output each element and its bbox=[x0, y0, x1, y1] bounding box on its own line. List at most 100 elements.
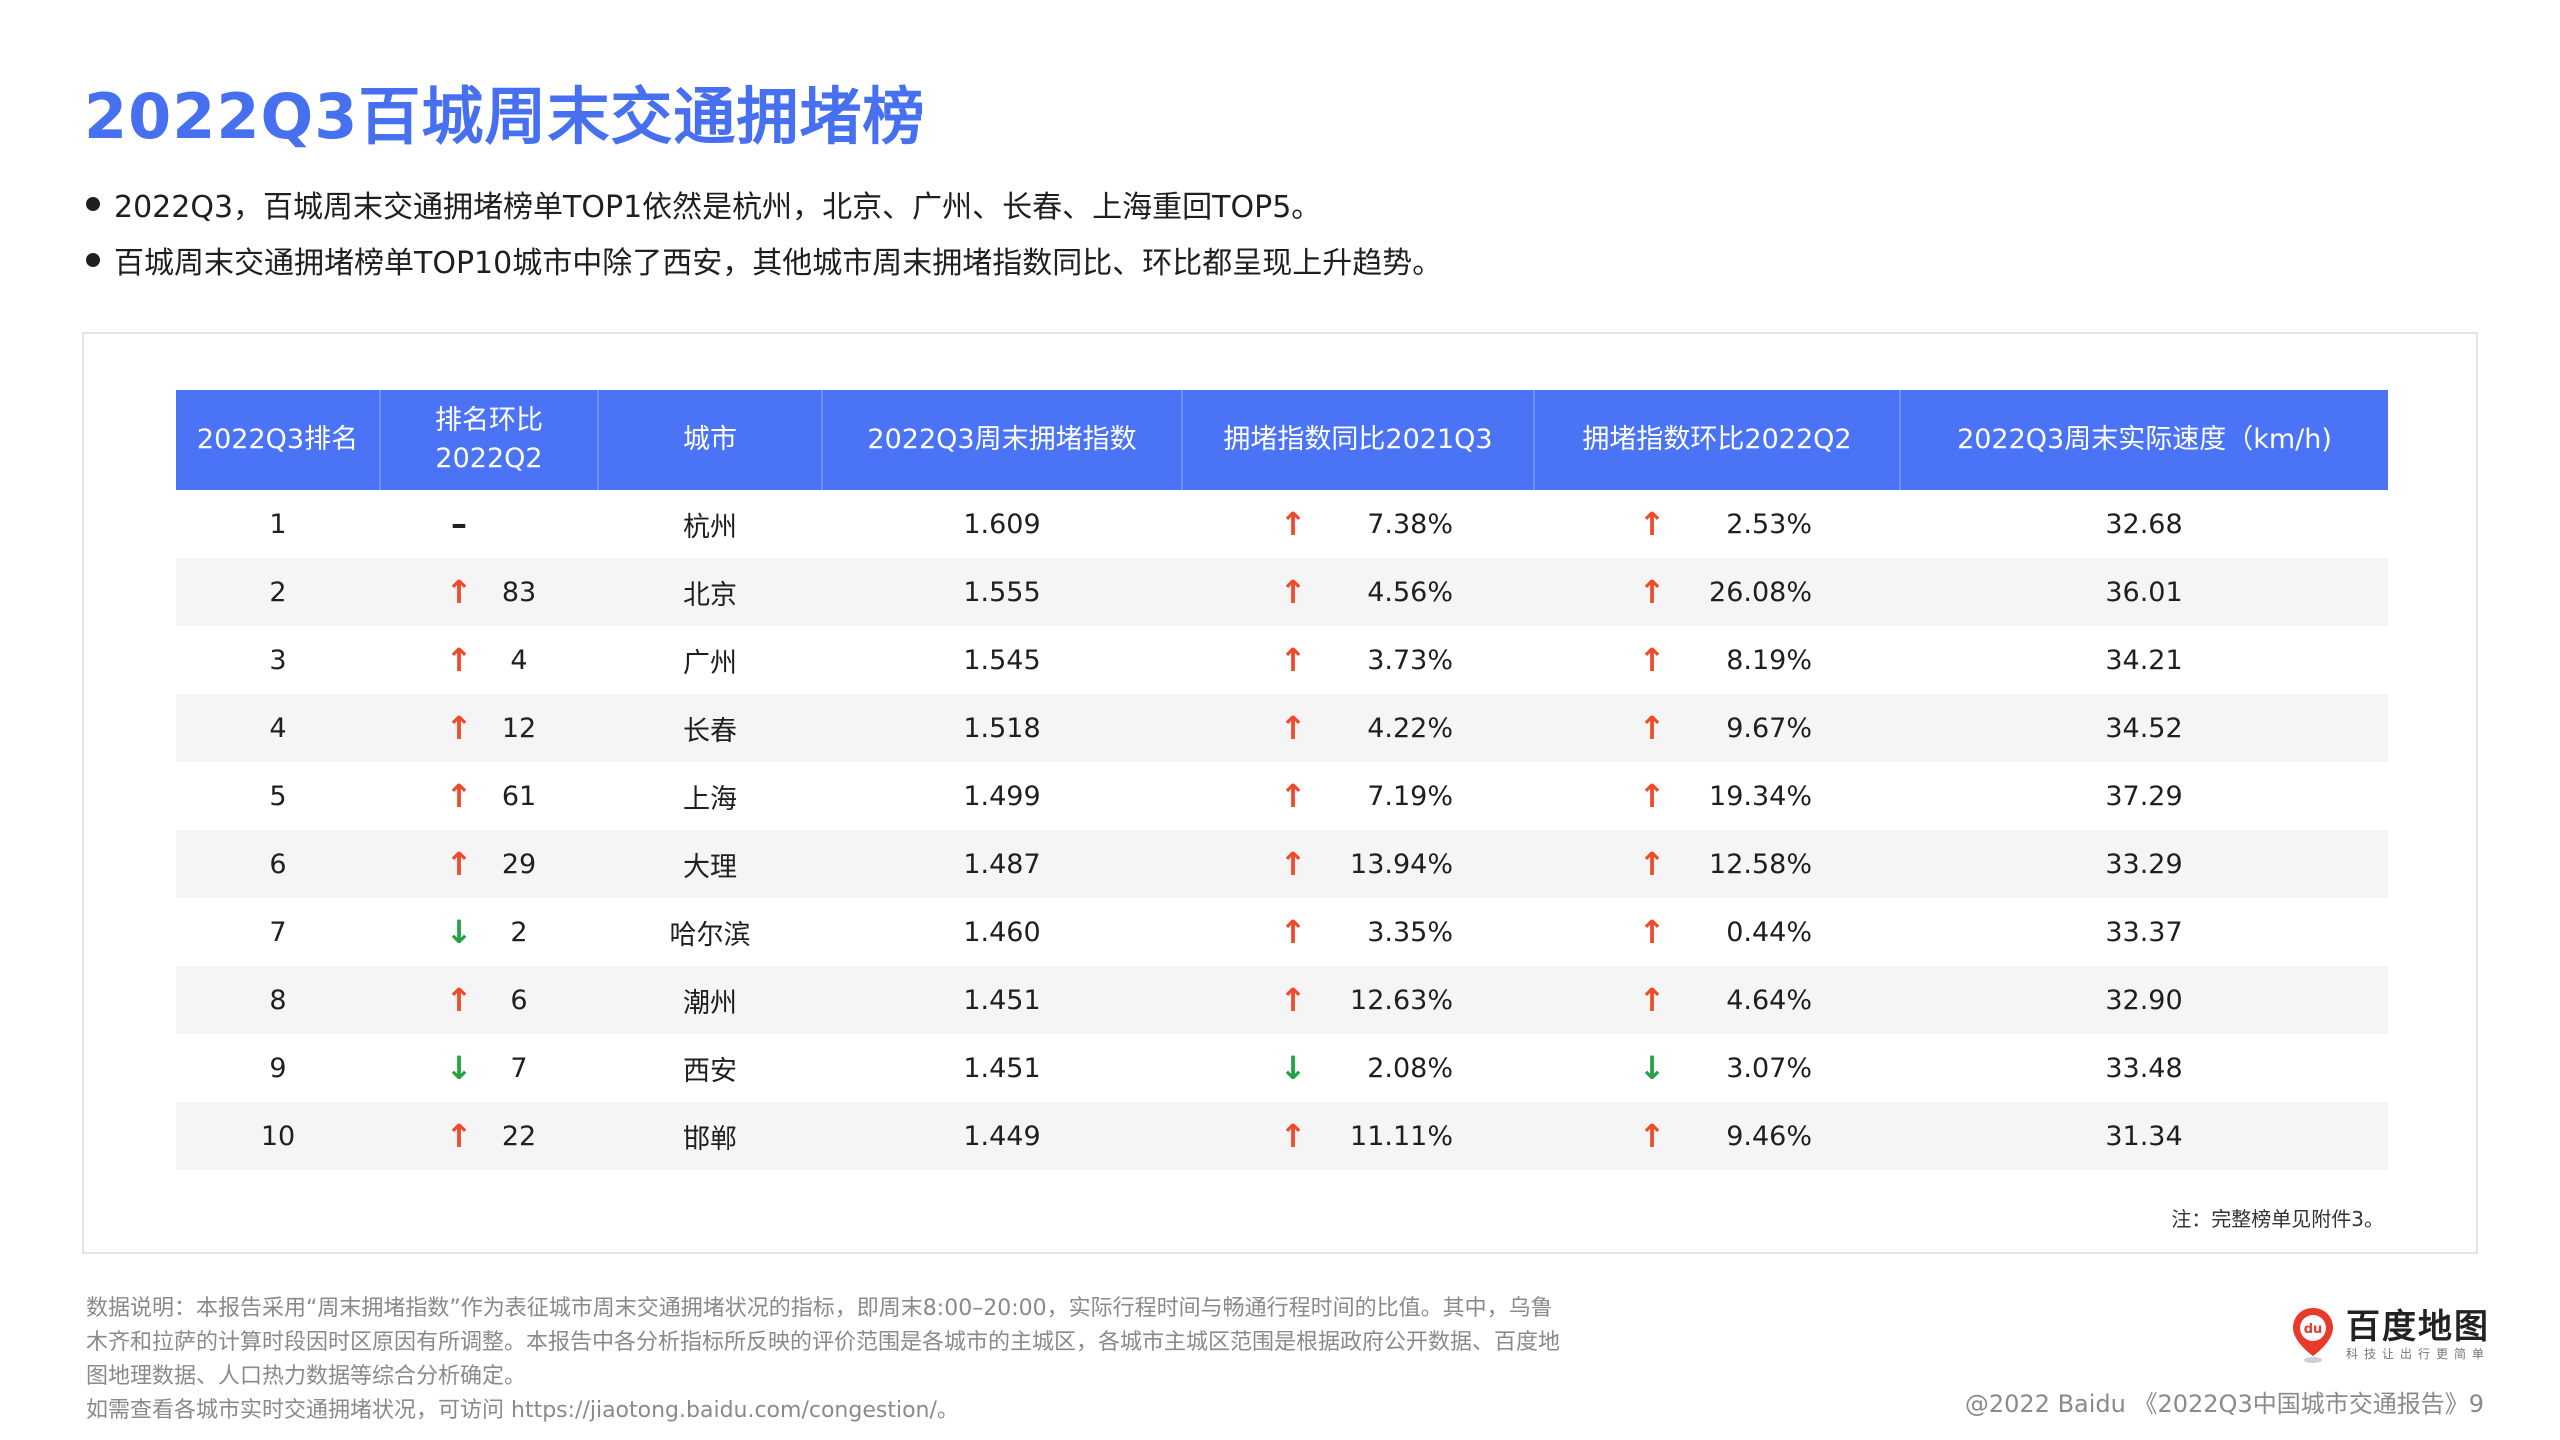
table-row: 5 ↑ 61 上海 1.499 ↑ 7.19% ↑ 19.34% 37.29 bbox=[176, 762, 2388, 830]
arrow-up-icon: ↑ bbox=[1638, 573, 1666, 611]
table-row: 3 ↑ 4 广州 1.545 ↑ 3.73% ↑ 8.19% 34.21 bbox=[176, 626, 2388, 694]
cell-qoq: ↑ 2.53% bbox=[1534, 490, 1900, 558]
cell-city: 长春 bbox=[598, 694, 822, 762]
cell-city: 潮州 bbox=[598, 966, 822, 1034]
header-speed: 2022Q3周末实际速度（km/h) bbox=[1900, 390, 2388, 490]
arrow-up-icon: ↑ bbox=[1279, 573, 1307, 611]
yoy-value: 2.08% bbox=[1367, 1052, 1453, 1084]
footnote-line: 图地理数据、人口热力数据等综合分析确定。 bbox=[86, 1364, 527, 1389]
cell-index: 1.545 bbox=[963, 644, 1041, 676]
arrow-up-icon: ↑ bbox=[1279, 709, 1307, 747]
cell-city: 哈尔滨 bbox=[669, 919, 751, 951]
cell-city: 北京 bbox=[598, 558, 822, 626]
cell-speed: 33.48 bbox=[2105, 1052, 2183, 1084]
cell-yoy: ↑ 7.38% bbox=[1182, 490, 1534, 558]
cell-qoq: ↑ 9.67% bbox=[1534, 694, 1900, 762]
arrow-up-icon: ↑ bbox=[1638, 913, 1666, 951]
cell-rank-change: – bbox=[380, 490, 598, 558]
cell-rank: 10 bbox=[176, 1102, 380, 1170]
yoy-value: 13.94% bbox=[1350, 848, 1453, 880]
cell-index: 1.487 bbox=[822, 830, 1182, 898]
cell-speed: 32.90 bbox=[1900, 966, 2388, 1034]
cell-rank: 8 bbox=[176, 966, 380, 1034]
cell-rank: 1 bbox=[269, 508, 287, 540]
rank-change-value: 29 bbox=[501, 848, 537, 880]
yoy-value: 11.11% bbox=[1350, 1120, 1453, 1152]
bullet-dot-icon bbox=[86, 197, 100, 211]
footnote-line: 如需查看各城市实时交通拥堵状况，可访问 https://jiaotong.bai… bbox=[86, 1398, 959, 1423]
yoy-value: 4.56% bbox=[1367, 576, 1453, 608]
summary-bullet: 2022Q3，百城周末交通拥堵榜单TOP1依然是杭州，北京、广州、长春、上海重回… bbox=[86, 176, 1442, 232]
arrow-down-icon: ↓ bbox=[1279, 1049, 1307, 1087]
arrow-up-icon: ↑ bbox=[1279, 641, 1307, 679]
cell-speed: 32.68 bbox=[2105, 508, 2183, 540]
cell-speed: 31.34 bbox=[1900, 1102, 2388, 1170]
rank-change-value: 7 bbox=[510, 1052, 528, 1084]
cell-index: 1.449 bbox=[822, 1102, 1182, 1170]
summary-bullet: 百城周末交通拥堵榜单TOP10城市中除了西安，其他城市周末拥堵指数同比、环比都呈… bbox=[86, 232, 1442, 288]
cell-rank: 7 bbox=[269, 916, 287, 948]
arrow-up-icon: ↑ bbox=[445, 573, 473, 611]
qoq-value: 4.64% bbox=[1726, 984, 1812, 1016]
rank-change-value: 12 bbox=[501, 712, 537, 744]
qoq-value: 19.34% bbox=[1709, 780, 1812, 812]
cell-index: 1.555 bbox=[822, 558, 1182, 626]
cell-yoy: ↑ 3.35% bbox=[1182, 898, 1534, 966]
brand-slogan: 科技让出行更简单 bbox=[2346, 1347, 2491, 1361]
header-city: 城市 bbox=[598, 390, 823, 490]
arrow-down-icon: ↓ bbox=[445, 1049, 473, 1087]
cell-rank: 5 bbox=[269, 780, 287, 812]
yoy-value: 3.73% bbox=[1367, 644, 1453, 676]
cell-index: 1.609 bbox=[963, 508, 1041, 540]
ranking-table: 2022Q3排名 排名环比 2022Q2 城市 2022Q3周末拥堵指数 拥堵指… bbox=[176, 390, 2388, 1170]
header-rank-change: 排名环比 2022Q2 bbox=[380, 390, 599, 490]
cell-yoy: ↑ 4.22% bbox=[1182, 694, 1534, 762]
rank-change-value: 2 bbox=[510, 916, 528, 948]
table-row: 8 ↑ 6 潮州 1.451 ↑ 12.63% ↑ 4.64% 32.90 bbox=[176, 966, 2388, 1034]
cell-rank-change: ↑ 4 bbox=[380, 626, 598, 694]
cell-city: 杭州 bbox=[683, 511, 737, 543]
table-row: 6 ↑ 29 大理 1.487 ↑ 13.94% ↑ 12.58% 33.29 bbox=[176, 830, 2388, 898]
table-body: 1– 杭州 1.609 ↑ 7.38% ↑ 2.53% 32.68 2 ↑ 83 北京 1.555 ↑ 4.… bbox=[176, 490, 2388, 1170]
rank-change-value: 22 bbox=[501, 1120, 537, 1152]
cell-index: 1.460 bbox=[963, 916, 1041, 948]
cell-rank-change: ↑ 12 bbox=[380, 694, 598, 762]
cell-index: 1.518 bbox=[822, 694, 1182, 762]
cell-city: 上海 bbox=[683, 783, 737, 815]
cell-yoy: ↑ 3.73% bbox=[1182, 626, 1534, 694]
cell-speed: 37.29 bbox=[2105, 780, 2183, 812]
svg-text:du: du bbox=[2304, 1322, 2323, 1337]
table-row: 2 ↑ 83 北京 1.555 ↑ 4.56% ↑ 26.08% 36.01 bbox=[176, 558, 2388, 626]
cell-speed: 33.37 bbox=[2105, 916, 2183, 948]
summary-bullet-text: 2022Q3，百城周末交通拥堵榜单TOP1依然是杭州，北京、广州、长春、上海重回… bbox=[114, 190, 1322, 225]
cell-rank-change: ↓ 7 bbox=[380, 1034, 598, 1102]
yoy-value: 7.19% bbox=[1367, 780, 1453, 812]
cell-city: 西安 bbox=[683, 1055, 737, 1087]
header-rank: 2022Q3排名 bbox=[176, 390, 381, 490]
brand-name: 百度地图 bbox=[2346, 1307, 2490, 1347]
arrow-up-icon: ↑ bbox=[1638, 709, 1666, 747]
cell-yoy: ↑ 12.63% bbox=[1182, 966, 1534, 1034]
yoy-value: 12.63% bbox=[1350, 984, 1453, 1016]
qoq-value: 9.67% bbox=[1726, 712, 1812, 744]
cell-rank-change: ↓ 2 bbox=[380, 898, 598, 966]
baidu-map-logo: du 百度地图 科技让出行更简单 bbox=[2290, 1306, 2490, 1364]
cell-speed: 34.52 bbox=[1900, 694, 2388, 762]
qoq-value: 3.07% bbox=[1726, 1052, 1812, 1084]
cell-rank: 3 bbox=[269, 644, 287, 676]
footnote-line: 木齐和拉萨的计算时段因时区原因有所调整。本报告中各分析指标所反映的评价范围是各城… bbox=[86, 1330, 1561, 1355]
qoq-value: 2.53% bbox=[1726, 508, 1812, 540]
cell-yoy: ↑ 13.94% bbox=[1182, 830, 1534, 898]
cell-qoq: ↑ 8.19% bbox=[1534, 626, 1900, 694]
arrow-up-icon: ↑ bbox=[1279, 777, 1307, 815]
footnote-line: 数据说明：本报告采用“周末拥堵指数”作为表征城市周末交通拥堵状况的指标，即周末8… bbox=[86, 1296, 1553, 1321]
arrow-up-icon: ↑ bbox=[445, 641, 473, 679]
cell-qoq: ↑ 9.46% bbox=[1534, 1102, 1900, 1170]
arrow-up-icon: ↑ bbox=[1279, 913, 1307, 951]
arrow-up-icon: ↑ bbox=[1638, 1117, 1666, 1155]
cell-speed: 34.21 bbox=[2105, 644, 2183, 676]
yoy-value: 4.22% bbox=[1367, 712, 1453, 744]
yoy-value: 3.35% bbox=[1367, 916, 1453, 948]
qoq-value: 9.46% bbox=[1726, 1120, 1812, 1152]
cell-index: 1.451 bbox=[963, 1052, 1041, 1084]
